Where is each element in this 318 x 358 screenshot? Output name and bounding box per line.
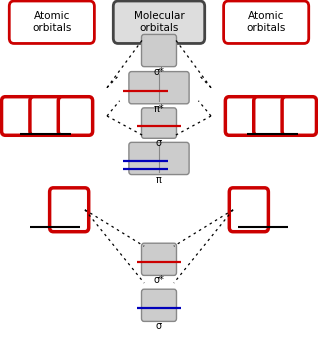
Text: σ*: σ* xyxy=(154,275,164,285)
FancyBboxPatch shape xyxy=(142,108,176,138)
FancyBboxPatch shape xyxy=(142,243,176,275)
FancyBboxPatch shape xyxy=(129,142,189,175)
Text: σ: σ xyxy=(156,138,162,148)
FancyBboxPatch shape xyxy=(224,1,309,43)
FancyBboxPatch shape xyxy=(142,289,176,321)
Text: Molecular
orbitals: Molecular orbitals xyxy=(134,11,184,33)
FancyBboxPatch shape xyxy=(113,1,205,43)
Text: σ*: σ* xyxy=(154,67,164,77)
Text: σ: σ xyxy=(156,321,162,332)
FancyBboxPatch shape xyxy=(142,34,176,67)
FancyBboxPatch shape xyxy=(225,97,260,135)
FancyBboxPatch shape xyxy=(9,1,94,43)
FancyBboxPatch shape xyxy=(254,97,288,135)
FancyBboxPatch shape xyxy=(2,97,36,135)
FancyBboxPatch shape xyxy=(58,97,93,135)
FancyBboxPatch shape xyxy=(282,97,316,135)
Text: π*: π* xyxy=(154,104,164,114)
FancyBboxPatch shape xyxy=(30,97,64,135)
Text: Atomic
orbitals: Atomic orbitals xyxy=(32,11,72,33)
FancyBboxPatch shape xyxy=(229,188,268,232)
FancyBboxPatch shape xyxy=(129,72,189,104)
FancyBboxPatch shape xyxy=(50,188,89,232)
Text: Atomic
orbitals: Atomic orbitals xyxy=(246,11,286,33)
Text: π: π xyxy=(156,175,162,185)
